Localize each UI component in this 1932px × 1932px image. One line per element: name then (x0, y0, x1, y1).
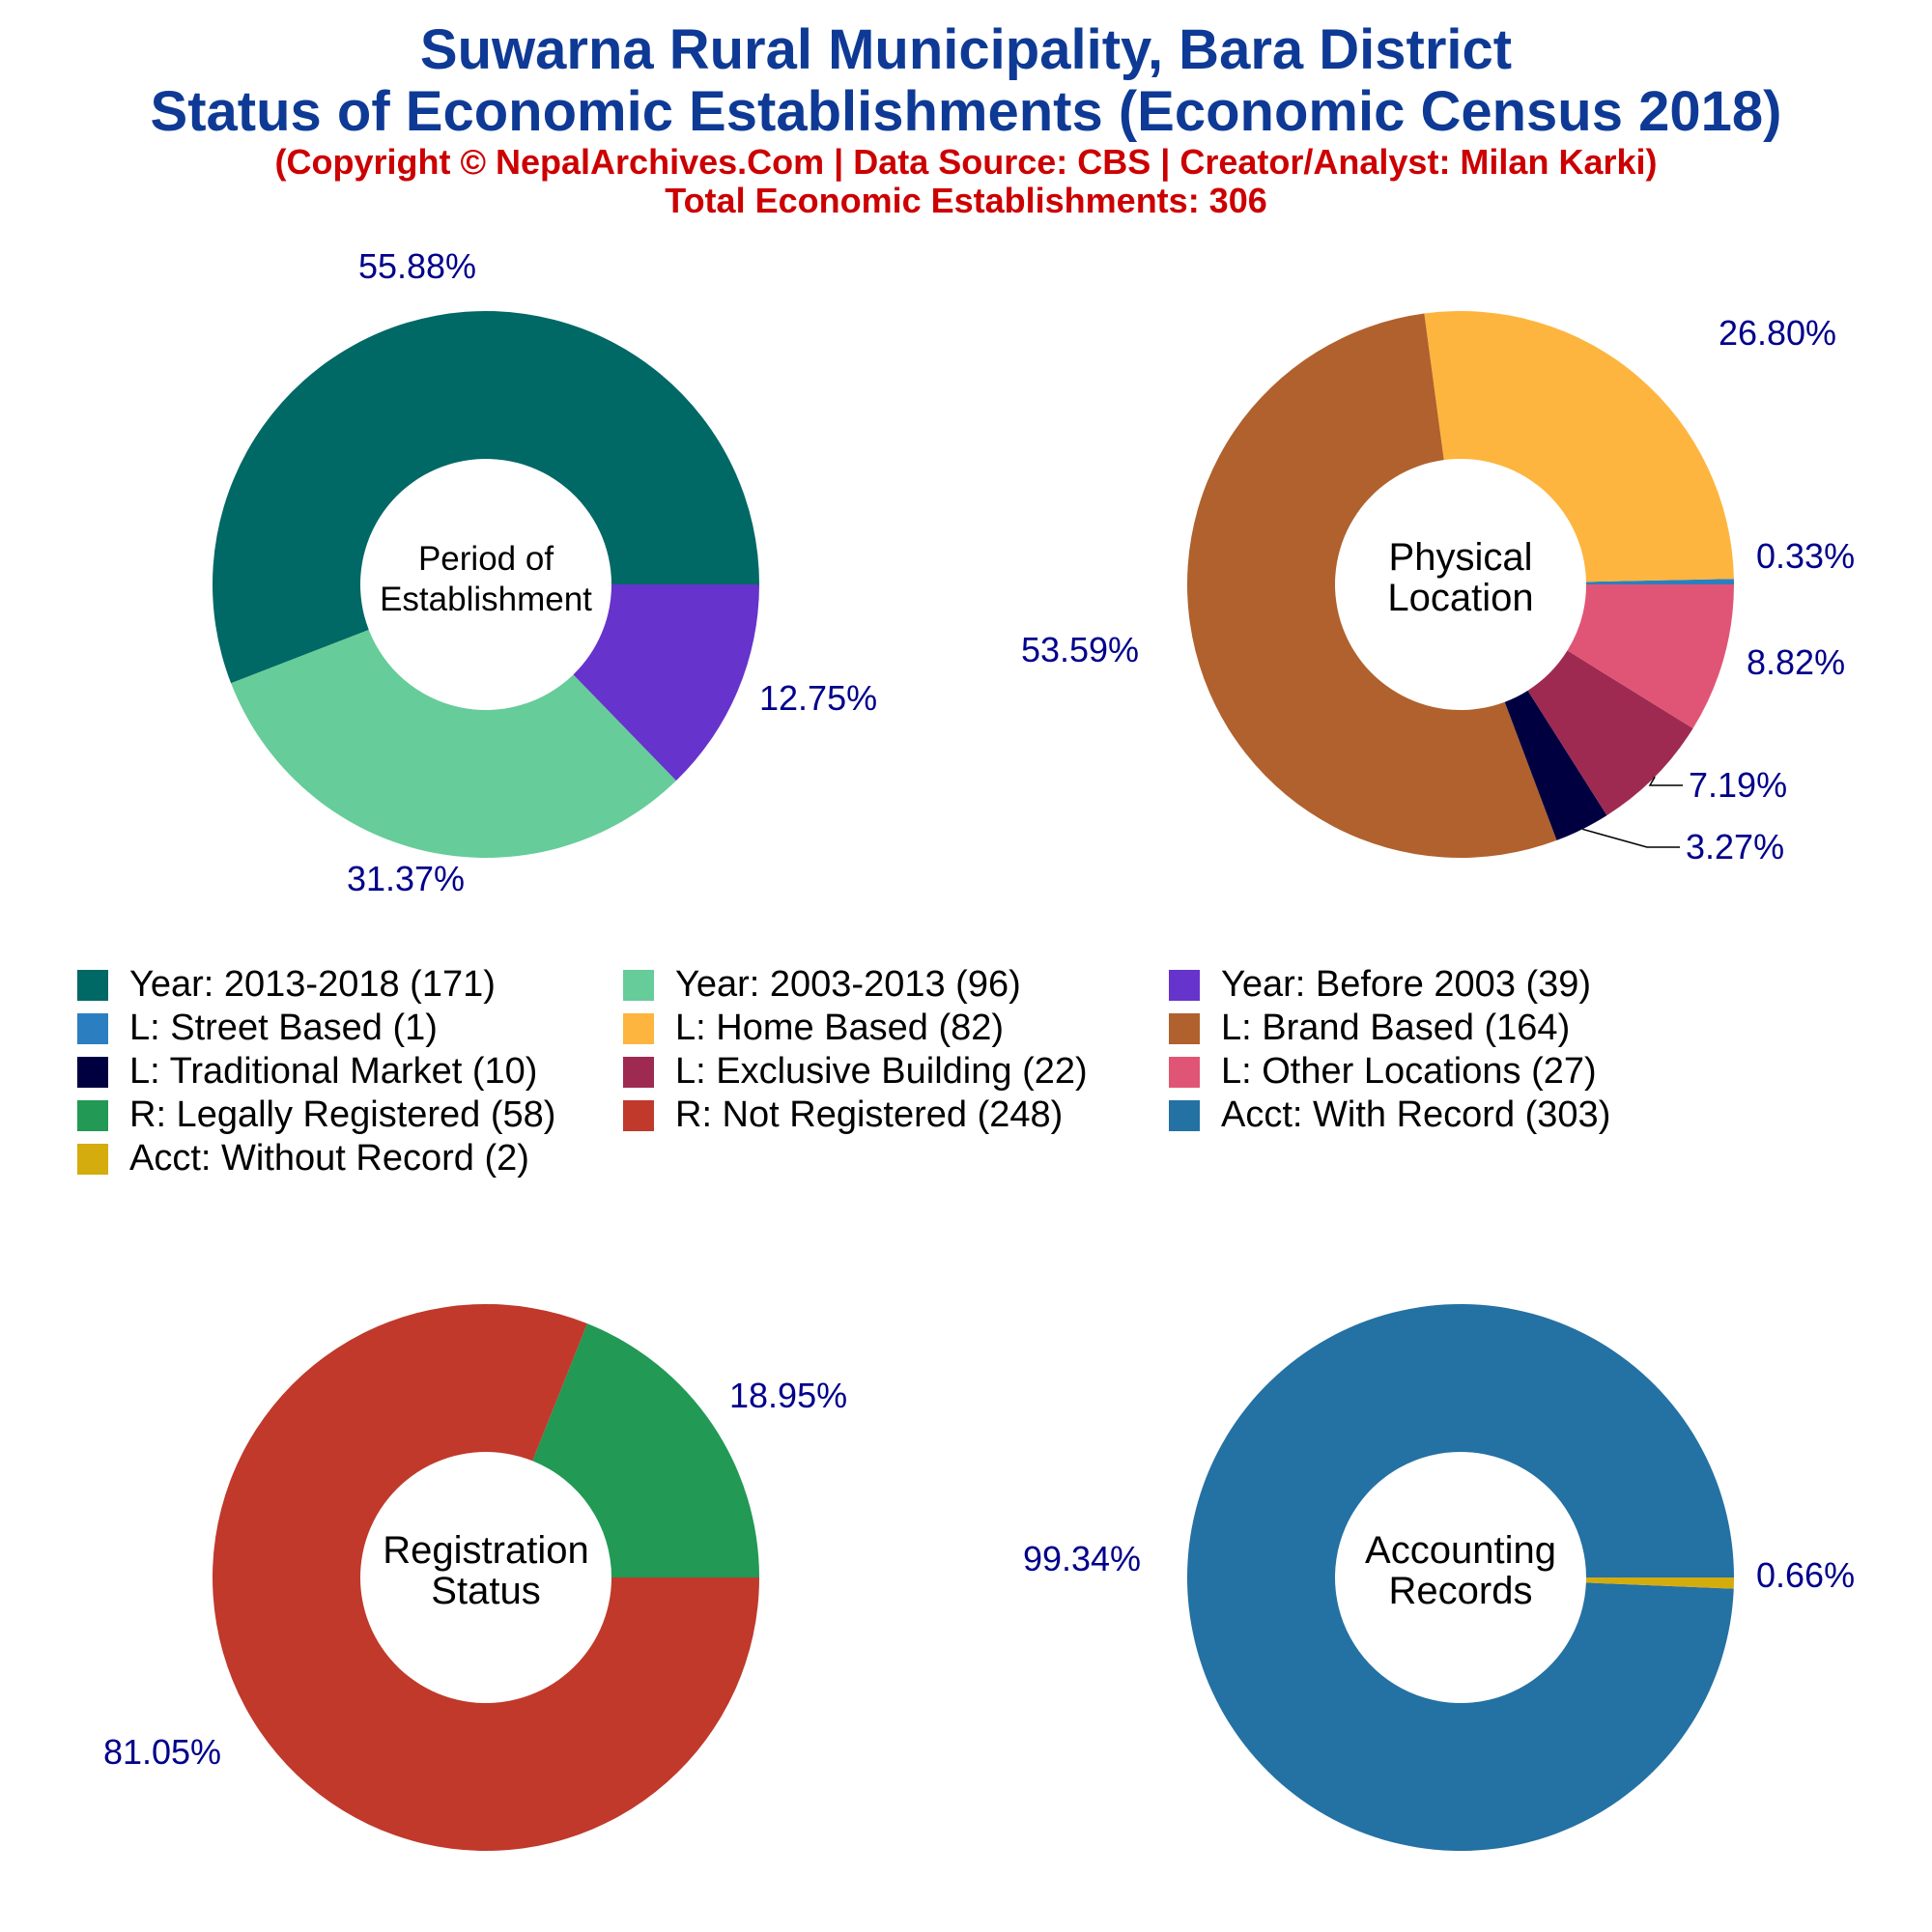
donut-slice (231, 629, 677, 858)
slice-percent-label: 31.37% (347, 859, 465, 898)
legend-item: L: Traditional Market (10) (77, 1051, 623, 1093)
donut-slice (1187, 313, 1557, 859)
chart-header: Suwarna Rural Municipality, Bara Distric… (0, 19, 1932, 220)
legend-swatch (623, 1099, 654, 1131)
legend-row: L: Traditional Market (10) L: Exclusive … (77, 1050, 1864, 1094)
legend-label: Year: 2003-2013 (96) (675, 964, 1021, 1005)
legend-swatch (77, 1143, 108, 1175)
legend-item: R: Legally Registered (58) (77, 1094, 623, 1136)
legend-swatch (77, 1099, 108, 1131)
donut-center-label: Records (1389, 1570, 1533, 1612)
donut-slice (532, 1323, 759, 1577)
donut-center-label: Status (431, 1570, 540, 1612)
donut-slice (1424, 311, 1734, 582)
legend-swatch (1169, 969, 1200, 1001)
donut-slice (1585, 1577, 1734, 1589)
slice-percent-label: 81.05% (103, 1732, 221, 1772)
legend-item: Acct: Without Record (2) (77, 1138, 623, 1179)
legend-label: L: Exclusive Building (22) (675, 1051, 1088, 1092)
slice-percent-label: 0.66% (1756, 1555, 1855, 1595)
slice-percent-label: 3.27% (1686, 827, 1784, 867)
legend-row: R: Legally Registered (58) R: Not Regist… (77, 1094, 1864, 1137)
legend-label: L: Street Based (1) (129, 1008, 438, 1048)
total-establishments: Total Economic Establishments: 306 (665, 181, 1267, 220)
slice-percent-label: 12.75% (759, 678, 877, 718)
slice-percent-label: 7.19% (1689, 765, 1787, 805)
legend-label: Year: Before 2003 (39) (1221, 964, 1592, 1005)
label-leader-line (1648, 776, 1683, 786)
legend-label: L: Brand Based (164) (1221, 1008, 1571, 1048)
donut-center-label: Accounting (1365, 1529, 1556, 1572)
copyright-line: (Copyright © NepalArchives.Com | Data So… (274, 142, 1658, 182)
legend-swatch (77, 1056, 108, 1088)
donut-slice (1585, 579, 1734, 584)
legend-item: L: Exclusive Building (22) (623, 1051, 1169, 1093)
slice-percent-label: 18.95% (729, 1376, 847, 1415)
legend-swatch (623, 969, 654, 1001)
legend-item: Year: 2013-2018 (171) (77, 964, 623, 1006)
donut-slice (1504, 690, 1607, 840)
legend-item: L: Other Locations (27) (1169, 1051, 1715, 1093)
legend-label: R: Legally Registered (58) (129, 1094, 556, 1135)
chart-title-line2: Status of Economic Establishments (Econo… (150, 80, 1782, 143)
legend-label: R: Not Registered (248) (675, 1094, 1064, 1135)
legend-swatch (77, 969, 108, 1001)
legend-swatch (1169, 1012, 1200, 1044)
donut-slice (573, 584, 759, 781)
legend-item: L: Brand Based (164) (1169, 1008, 1715, 1049)
legend-label: L: Other Locations (27) (1221, 1051, 1597, 1092)
legend-label: Acct: With Record (303) (1221, 1094, 1611, 1135)
slice-percent-label: 55.88% (358, 246, 476, 286)
donut-slice (213, 311, 759, 684)
legend-item: Year: 2003-2013 (96) (623, 964, 1169, 1006)
legend-swatch (623, 1012, 654, 1044)
slice-percent-label: 26.80% (1719, 313, 1836, 353)
legend-item: L: Home Based (82) (623, 1008, 1169, 1049)
legend-label: Year: 2013-2018 (171) (129, 964, 496, 1005)
legend-label: L: Home Based (82) (675, 1008, 1005, 1048)
label-leader-line (1581, 828, 1680, 848)
legend-row: Year: 2013-2018 (171) Year: 2003-2013 (9… (77, 963, 1864, 1007)
donut-slice (1527, 650, 1693, 816)
donut-slice (213, 1304, 759, 1851)
slice-percent-label: 8.82% (1747, 642, 1845, 682)
legend-item: Year: Before 2003 (39) (1169, 964, 1715, 1006)
donut-slice (1186, 1304, 1734, 1852)
slice-percent-label: 53.59% (1021, 630, 1139, 669)
donut-center-label: Location (1387, 577, 1533, 619)
donut-center-label: Period of (418, 540, 554, 578)
legend-item: L: Street Based (1) (77, 1008, 623, 1049)
legend-row: L: Street Based (1) L: Home Based (82) L… (77, 1007, 1864, 1050)
legend-swatch (77, 1012, 108, 1044)
legend-label: Acct: Without Record (2) (129, 1138, 529, 1179)
legend-item: Acct: With Record (303) (1169, 1094, 1715, 1136)
legend: Year: 2013-2018 (171) Year: 2003-2013 (9… (77, 963, 1864, 1180)
slice-percent-label: 99.34% (1023, 1539, 1141, 1578)
donut-center-label: Physical (1389, 536, 1533, 579)
legend-label: L: Traditional Market (10) (129, 1051, 538, 1092)
chart-title-line1: Suwarna Rural Municipality, Bara Distric… (419, 18, 1513, 81)
legend-swatch (1169, 1056, 1200, 1088)
donut-chart: 0.33% 26.80% 53.59% 3.27% 7.19% 8.82% Physical… (1021, 311, 1855, 867)
donut-center-label: Registration (383, 1529, 588, 1572)
legend-item: R: Not Registered (248) (623, 1094, 1169, 1136)
legend-swatch (623, 1056, 654, 1088)
slice-percent-label: 0.33% (1756, 536, 1855, 576)
donut-center-label: Establishment (380, 581, 592, 618)
legend-swatch (1169, 1099, 1200, 1131)
legend-row: Acct: Without Record (2) (77, 1137, 1864, 1180)
donut-slice (1567, 584, 1734, 728)
